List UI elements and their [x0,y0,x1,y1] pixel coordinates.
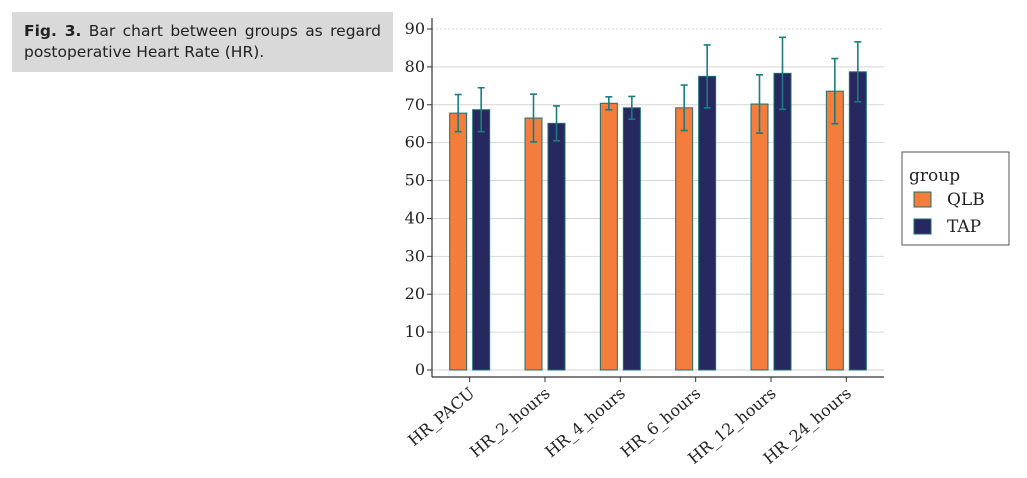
axes [427,18,884,382]
legend-swatch-tap [913,218,932,235]
y-tick-label: 60 [405,133,425,152]
gridlines [432,28,884,371]
figure-label: Fig. 3. [24,22,82,40]
bar-tap [472,109,491,371]
bar-tap [773,72,792,371]
x-tick-label: HR_2_hours [466,384,554,462]
y-tick-label: 40 [405,208,425,227]
legend: group QLB TAP [901,151,1010,246]
bar-qlb [449,112,468,371]
x-tick-label: HR_PACU [404,384,478,450]
y-tick-label: 90 [405,19,425,38]
y-tick-label: 80 [405,57,425,76]
y-tick-label: 70 [405,95,425,114]
y-tick-label: 10 [405,322,425,341]
bar-tap [622,107,641,371]
y-tick-label: 0 [415,360,425,379]
error-bars [454,36,862,143]
bar-qlb [750,103,769,371]
bar-tap [547,122,566,371]
bar-qlb [524,117,543,371]
bar-qlb [675,107,694,371]
bar-qlb [825,90,844,371]
legend-label-qlb: QLB [947,190,985,210]
y-tick-labels: 0 10 20 30 40 50 60 70 80 90 [405,19,425,379]
x-tick-label: HR_4_hours [541,384,629,462]
y-tick-label: 20 [405,284,425,303]
x-tick-labels: HR_PACUHR_2_hoursHR_4_hoursHR_6_hoursHR_… [404,384,855,468]
bar-qlb [599,102,618,371]
bars [449,71,867,371]
legend-swatch-qlb [913,191,932,208]
bar-tap [698,75,717,371]
y-tick-label: 50 [405,171,425,190]
bar-tap [848,71,867,371]
y-tick-label: 30 [405,246,425,265]
figure-caption-text: Bar chart between groups as regard posto… [24,22,381,61]
legend-label-tap: TAP [947,217,981,237]
figure-caption: Fig. 3. Bar chart between groups as rega… [12,12,393,72]
legend-title: group [909,166,960,186]
